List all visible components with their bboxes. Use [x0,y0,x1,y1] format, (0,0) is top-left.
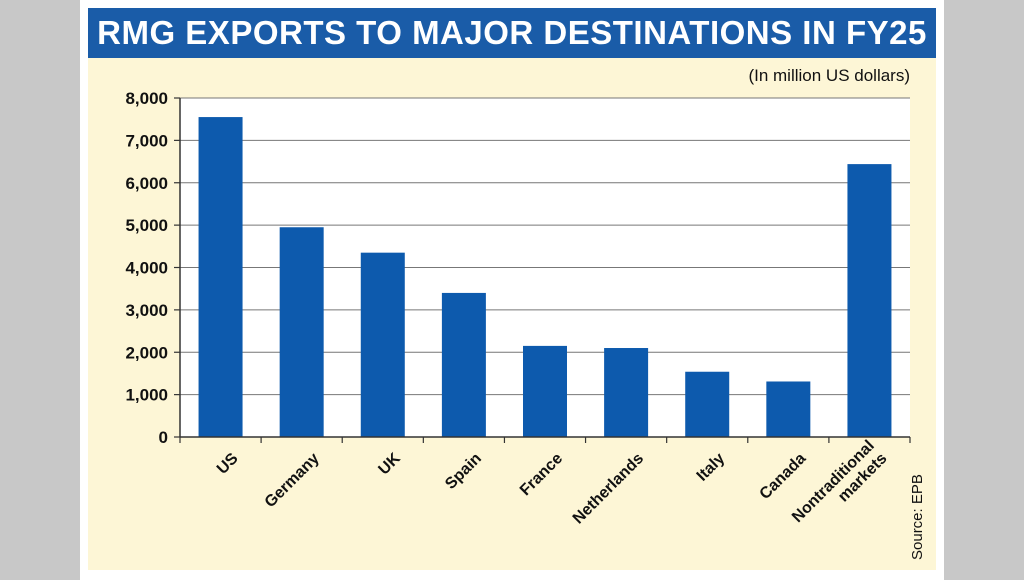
x-tick-labels: US Germany UK Spain France Netherlands Italy Ca… [214,437,891,527]
bar-us [198,117,243,437]
x-tick-label-line: UK [375,450,404,479]
x-tick-label-uk: UK [375,450,404,479]
x-tick-label-line: Spain [442,450,485,493]
bar-canada [766,381,811,437]
x-tick-label-line: US [214,450,242,478]
x-tick-label-germany: Germany [262,450,323,511]
x-tick-label-us: US [214,450,242,478]
y-tick-label: 6,000 [125,174,168,193]
title-bar: RMG EXPORTS TO MAJOR DESTINATIONS IN FY2… [88,8,936,58]
bar-france [523,345,567,437]
y-tick-label: 2,000 [125,343,168,362]
y-tick-labels: 0 1,000 2,000 3,000 4,000 5,000 6,000 7,000 8,00… [125,89,168,447]
y-tick-label: 5,000 [125,216,168,235]
y-tick-label: 4,000 [125,259,168,278]
chart-title: RMG EXPORTS TO MAJOR DESTINATIONS IN FY2… [97,14,927,51]
x-tick-label-line: Canada [757,450,810,503]
bar-uk [360,252,405,437]
x-tick-label-line: Germany [262,450,323,511]
y-tick-label: 0 [159,428,168,447]
bars [198,117,892,438]
source-note: Source: EPB [909,474,926,560]
x-tick-label-france: France [517,450,566,499]
x-tick-label-netherlands: Netherlands [570,450,647,527]
x-tick-label-line: Netherlands [570,450,647,527]
bar-nontraditional-markets [847,164,892,438]
y-tick-label: 3,000 [125,301,168,320]
x-tick-label-canada: Canada [757,450,810,503]
bar-netherlands [604,348,649,437]
bar-germany [279,227,324,437]
bar-italy [685,371,730,437]
unit-note: (In million US dollars) [748,66,910,85]
bar-spain [441,292,486,437]
x-tick-label-line: Italy [694,450,729,485]
x-tick-label-italy: Italy [694,450,729,485]
y-tick-label: 8,000 [125,89,168,108]
x-tick-label-spain: Spain [442,450,485,493]
axes [174,97,911,443]
y-tick-label: 7,000 [125,131,168,150]
y-tick-label: 1,000 [125,386,168,405]
x-tick-label-line: France [517,450,566,499]
